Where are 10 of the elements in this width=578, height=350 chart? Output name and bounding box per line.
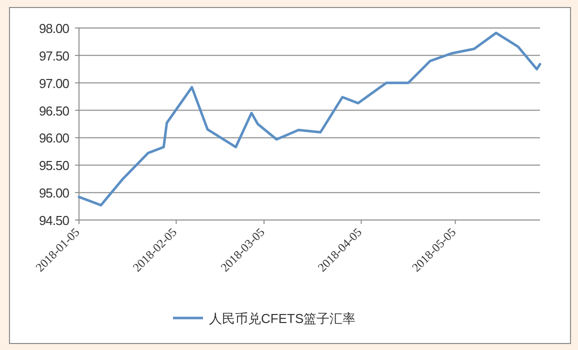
y-tick-label: 97.00 xyxy=(38,76,70,91)
legend-label: 人民币兑CFETS篮子汇率 xyxy=(209,311,356,326)
y-tick-label: 95.00 xyxy=(38,186,70,201)
line-series xyxy=(78,32,542,206)
y-tick-label: 95.50 xyxy=(38,158,70,174)
y-tick-label: 96.00 xyxy=(38,130,70,146)
y-tick-label: 96.50 xyxy=(38,103,70,118)
y-tick-label: 98.00 xyxy=(38,21,70,36)
y-tick-label: 94.50 xyxy=(38,213,70,228)
y-tick-label: 97.50 xyxy=(38,48,70,64)
